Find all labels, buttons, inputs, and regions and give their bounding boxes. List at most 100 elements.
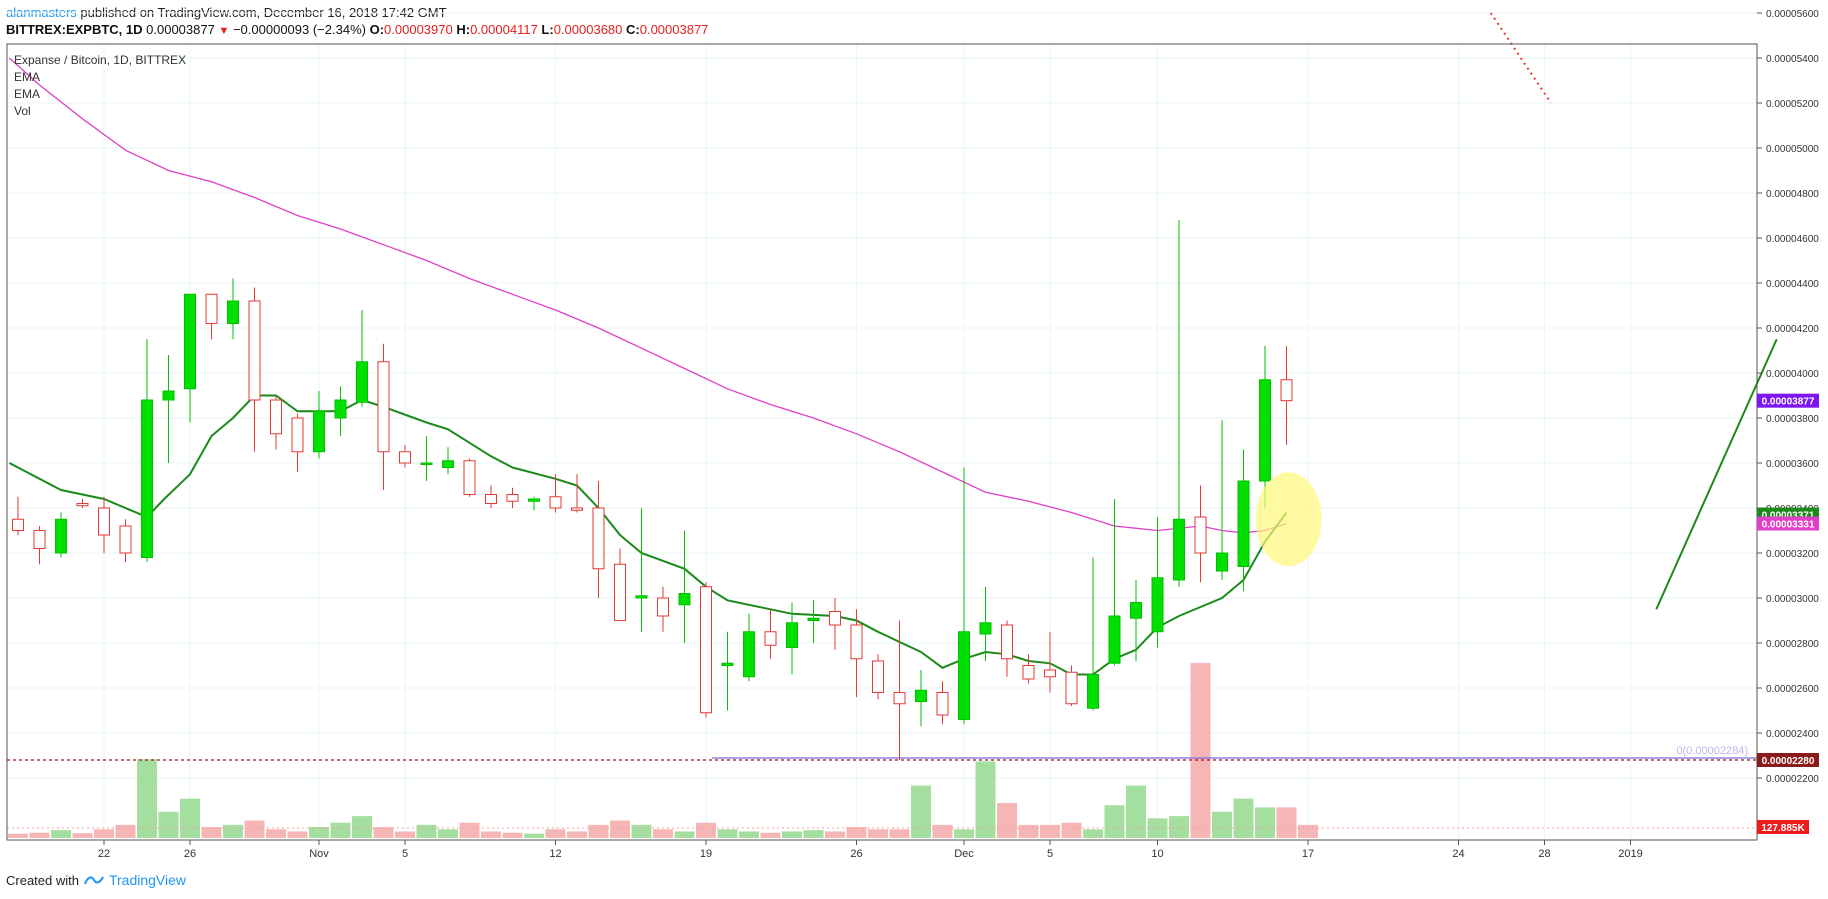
x-tick-label: 19 [700, 848, 712, 860]
candle-up [162, 390, 175, 401]
candle-up [184, 293, 196, 390]
y-tick-label: 0.00005600 [1766, 9, 1819, 20]
low-label: L: [541, 22, 554, 37]
volume-tag-label: 127.885K [1761, 823, 1805, 834]
y-tick-label: 0.00003600 [1766, 459, 1819, 470]
price-tag [1757, 753, 1819, 767]
open-value: 0.00003970 [384, 22, 453, 37]
close-value: 0.00003877 [639, 22, 709, 37]
y-tick-label: 0.00004000 [1766, 369, 1819, 380]
candle-down [119, 525, 132, 554]
price-axis: 0.00005600 0.00005400 0.00005200 0.00005000… [1757, 9, 1819, 834]
volume-bar [803, 830, 824, 838]
volume-bar [567, 831, 587, 838]
y-tick-label: 0.00003000 [1766, 594, 1819, 605]
volume-tag [1757, 820, 1809, 834]
candle-up [334, 399, 347, 419]
plot-border [6, 43, 1758, 841]
volume-bar [481, 831, 501, 838]
volume-bar [1298, 824, 1318, 838]
volume-bar [932, 824, 953, 838]
y-tick-label: 0.00003200 [1766, 549, 1819, 560]
volume-bar [1255, 807, 1275, 838]
horizontal-levels: 0(0.00002284) [7, 745, 1757, 829]
volume-bar [373, 827, 394, 838]
candle-down [893, 692, 906, 705]
price-tag [1757, 516, 1819, 531]
volume-bar [330, 822, 351, 838]
candle-down [549, 496, 562, 509]
x-tick-label: 5 [1047, 848, 1053, 860]
tradingview-link[interactable]: TradingView [108, 872, 187, 888]
volume-bar [395, 831, 415, 838]
volume-bar [825, 831, 845, 838]
candle-up [55, 518, 67, 554]
candle-down [829, 611, 841, 626]
volume-bar [309, 827, 329, 838]
candle-up [356, 361, 368, 403]
highlight-ellipse [1255, 472, 1322, 567]
candle-up [528, 498, 540, 502]
last-price: 0.00003877 [146, 22, 215, 37]
y-tick-label: 0.00004600 [1766, 234, 1819, 245]
x-tick-label: Dec [954, 848, 974, 860]
volume-bar [137, 759, 157, 838]
volume-bar [545, 829, 566, 838]
volume-bar [266, 829, 286, 838]
volume-bar [846, 827, 867, 838]
candle-down [1065, 671, 1078, 705]
high-value: 0.00004117 [470, 22, 538, 37]
candle-down [270, 399, 282, 435]
volume-bar [524, 833, 544, 838]
volume-bar [696, 822, 716, 838]
x-tick-label: 28 [1538, 848, 1550, 860]
price-chart[interactable]: 0(0.00002284) 0.000056000.000054000.0000… [0, 0, 1828, 870]
y-tick-label: 0.00005200 [1766, 99, 1819, 110]
y-tick-label: 0.00005000 [1766, 144, 1819, 155]
chart-legend: Expanse / Bitcoin, 1D, BITTREX EMA EMA V… [14, 53, 186, 118]
volume-bar [459, 822, 480, 838]
candle-up [958, 631, 970, 720]
open-label: O: [369, 22, 385, 37]
y-tick-label: 0.00005400 [1766, 54, 1819, 65]
volume-bar [1040, 824, 1060, 838]
volume-bar [8, 833, 28, 838]
volume-bar [352, 816, 372, 838]
volume-bar [1212, 811, 1232, 838]
candle-down [506, 494, 519, 502]
volume-bars [8, 663, 1318, 838]
candle-down [936, 692, 949, 716]
candle-down [399, 451, 411, 464]
y-tick-label: 0.00002400 [1766, 729, 1819, 740]
candle-up [721, 662, 734, 666]
candle-down [1194, 516, 1207, 554]
volume-bar [416, 824, 437, 838]
price-tag-label: 0.00003331 [1762, 520, 1815, 531]
legend-vol: Vol [14, 104, 31, 118]
drawings [1255, 12, 1778, 610]
price-tag-label: 0.00003877 [1762, 397, 1815, 408]
candle-up [1087, 674, 1099, 709]
x-tick-label: 26 [850, 848, 862, 860]
x-tick-label: 2019 [1618, 848, 1642, 860]
volume-bar [610, 820, 630, 838]
legend-ema-2: EMA [14, 87, 40, 101]
symbol-label: BITTREX:EXPBTC, 1D [6, 22, 143, 37]
candle-up [1108, 615, 1121, 664]
volume-bar [631, 824, 652, 838]
volume-bar [94, 829, 114, 838]
candle-up [420, 462, 433, 465]
candle-down [850, 624, 863, 660]
candle-down [592, 507, 605, 570]
fib-level-label: 0(0.00002284) [1676, 745, 1748, 757]
volume-bar [1018, 824, 1039, 838]
volume-bar [1233, 798, 1254, 838]
chart-grid [7, 12, 1757, 840]
dotted-trend-line [1489, 12, 1552, 104]
candle-down [571, 507, 583, 511]
volume-bar [438, 829, 458, 838]
volume-bar [1276, 807, 1297, 838]
candle-down [1001, 624, 1013, 660]
candle-up [915, 689, 927, 702]
volume-bar [975, 761, 996, 838]
